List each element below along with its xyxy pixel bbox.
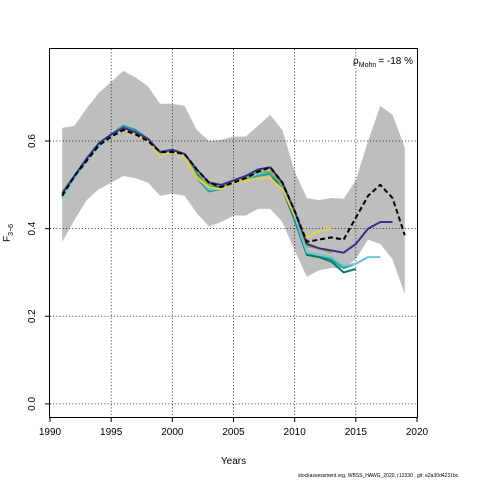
y-tick-label: 0.6: [27, 134, 38, 148]
series-line-7: [61, 129, 406, 243]
x-tick-label: 2010: [284, 427, 307, 438]
x-tick-label: 2005: [222, 427, 245, 438]
y-axis-label: F3−6: [2, 224, 15, 242]
rho-symbol: ρ: [353, 56, 359, 67]
rho-value: = -18 %: [378, 56, 413, 67]
axis-layer: 1990 1995 2000 2005 2010 2015 2020 0.0 0.2 0.4 0.6: [27, 134, 429, 438]
x-tick-label: 1995: [100, 427, 123, 438]
rho-subscript: Mohn: [359, 62, 377, 69]
y-tick-label: 0.0: [27, 397, 38, 411]
x-tick-label: 2015: [345, 427, 368, 438]
series-layer: [61, 124, 406, 274]
y-tick-label: 0.2: [27, 309, 38, 323]
x-axis-label: Years: [221, 456, 246, 467]
y-tick-label: 0.4: [27, 221, 38, 235]
series-line-6: [61, 126, 393, 254]
footer-credit: stockassessment.org, WBSS_HAWG_2020, r12…: [298, 473, 459, 479]
y-axis-label-main: F: [2, 236, 13, 242]
mohn-rho-annotation: ρMohn = -18 %: [353, 56, 413, 69]
grid-layer: [50, 49, 417, 417]
x-tick-label: 2020: [406, 427, 429, 438]
y-axis-label-sub: 3−6: [8, 224, 15, 236]
x-tick-label: 1990: [39, 427, 62, 438]
x-tick-label: 2000: [161, 427, 184, 438]
